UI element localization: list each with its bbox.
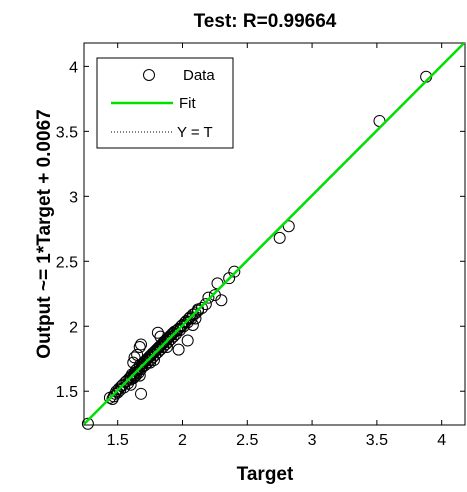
data-point [131, 348, 144, 361]
data-point [112, 382, 125, 395]
data-point [202, 291, 215, 304]
x-tick-label: 4 [437, 432, 446, 449]
data-point [172, 343, 185, 356]
legend-label: Fit [179, 95, 196, 112]
data-point [135, 338, 148, 351]
data-point [127, 356, 140, 369]
data-point [135, 387, 148, 400]
legend: Data Fit Y = T [96, 57, 234, 149]
data-point [273, 231, 286, 244]
y-tick-label: 1.5 [56, 384, 78, 401]
x-axis-label: Target [237, 464, 294, 485]
y-tick-label: 3.5 [56, 124, 78, 141]
y-tick-label: 3 [69, 189, 78, 206]
y-tick-label: 2.5 [56, 254, 78, 271]
x-tick-label: 2.5 [236, 432, 258, 449]
data-point [133, 369, 146, 382]
y-tick-label: 2 [69, 319, 78, 336]
data-point [133, 341, 146, 354]
data-point [151, 326, 164, 339]
y-tick-label: 4 [69, 59, 78, 76]
data-point [124, 378, 137, 391]
x-tick-label: 1.5 [107, 432, 129, 449]
data-point [118, 381, 131, 394]
data-point [154, 330, 167, 343]
data-point [81, 417, 94, 430]
legend-marker-data [143, 69, 155, 81]
data-point [181, 334, 194, 347]
data-point [192, 303, 205, 316]
data-point [127, 372, 140, 385]
fit-line [84, 43, 465, 425]
data-point [129, 369, 142, 382]
y-axis-label: Output ~= 1*Target + 0.0067 [34, 109, 55, 358]
legend-label: Data [183, 67, 215, 84]
data-point [128, 351, 141, 364]
data-point [228, 265, 241, 278]
x-tick-label: 3.5 [366, 432, 388, 449]
chart-title: Test: R=0.99664 [194, 11, 337, 32]
data-point [186, 318, 199, 331]
x-tick-label: 3 [308, 432, 317, 449]
plot-area: 1.5 2 2.5 3 3.5 4 1.5 2 2.5 3 3.5 4 [56, 42, 466, 449]
data-point [215, 294, 228, 307]
legend-label: Y = T [177, 124, 213, 141]
x-tick-label: 2 [178, 432, 187, 449]
data-point [282, 220, 295, 233]
